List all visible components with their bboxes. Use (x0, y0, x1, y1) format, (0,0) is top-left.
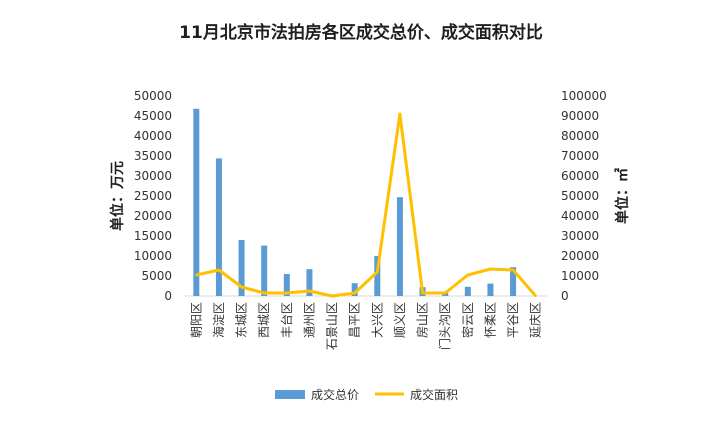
line-series (195, 112, 537, 298)
category-label: 顺义区 (393, 302, 407, 338)
left-tick-label: 50000 (134, 89, 172, 103)
category-label: 密云区 (460, 302, 475, 338)
category-label: 西城区 (257, 302, 271, 338)
line-point (195, 274, 198, 276)
line-point (489, 268, 492, 270)
line-point (308, 290, 311, 292)
bar (396, 197, 403, 296)
right-axis-label: 单位：㎡ (614, 168, 631, 224)
legend-label-line: 成交面积 (410, 387, 458, 402)
line-path (195, 112, 537, 298)
category-labels: 朝阳区 海淀区 东城区 西城区 丰台区 通州区 石景山区 昌平区 大兴区 顺义区 房山区 门头沟区 密云… (189, 302, 542, 350)
legend: 成交总价 成交面积 (275, 387, 458, 402)
line-point (466, 274, 469, 276)
left-tick-label: 45000 (134, 109, 172, 123)
category-label: 昌平区 (348, 302, 362, 338)
line-point (444, 292, 447, 294)
line-point (263, 292, 266, 294)
category-label: 延庆区 (529, 302, 543, 338)
right-tick-label: 0 (561, 289, 569, 303)
category-label: 石景山区 (325, 302, 339, 350)
line-point (512, 269, 515, 271)
bar (306, 269, 313, 296)
category-label: 平谷区 (506, 302, 520, 338)
category-label: 房山区 (415, 302, 430, 338)
line-point (421, 292, 424, 294)
right-tick-label: 60000 (561, 169, 599, 183)
bar-series (193, 108, 517, 296)
right-tick-label: 80000 (561, 129, 599, 143)
bar (510, 267, 517, 296)
left-tick-label: 15000 (134, 229, 172, 243)
left-tick-label: 40000 (134, 129, 172, 143)
right-axis-ticks: 0 10000 20000 30000 40000 50000 60000 70000 8000… (561, 89, 607, 303)
left-tick-label: 10000 (134, 249, 172, 263)
line-point (353, 292, 356, 294)
bar (238, 240, 245, 296)
bar (215, 158, 222, 296)
right-tick-label: 70000 (561, 149, 599, 163)
right-tick-label: 20000 (561, 249, 599, 263)
chart-title: 11月北京市法拍房各区成交总价、成交面积对比 (179, 22, 543, 43)
right-tick-label: 30000 (561, 229, 599, 243)
category-label: 怀柔区 (483, 302, 497, 338)
bar (487, 283, 494, 296)
category-label: 大兴区 (370, 302, 384, 338)
left-tick-label: 30000 (134, 169, 172, 183)
line-point (217, 269, 220, 271)
category-label: 通州区 (302, 302, 316, 338)
right-tick-label: 10000 (561, 269, 599, 283)
legend-swatch-bar (275, 390, 305, 399)
left-axis-label: 单位：万元 (109, 161, 126, 231)
line-point (534, 295, 537, 297)
category-label: 东城区 (235, 302, 249, 338)
category-label: 门头沟区 (437, 302, 452, 350)
left-tick-label: 25000 (134, 189, 172, 203)
bar (283, 274, 290, 296)
line-point (240, 286, 243, 288)
left-tick-label: 20000 (134, 209, 172, 223)
line-point (331, 295, 334, 297)
line-point (376, 271, 379, 273)
bar (374, 256, 381, 296)
category-label: 丰台区 (279, 302, 294, 338)
left-axis-ticks: 0 5000 10000 15000 20000 25000 30000 35000 40000… (134, 89, 172, 303)
bar (351, 283, 358, 296)
legend-label-bar: 成交总价 (311, 387, 359, 402)
left-tick-label: 35000 (134, 149, 172, 163)
right-tick-label: 100000 (561, 89, 607, 103)
left-tick-label: 5000 (141, 269, 172, 283)
category-label: 海淀区 (211, 302, 226, 338)
line-point (398, 113, 401, 115)
right-tick-label: 50000 (561, 189, 599, 203)
bar (464, 286, 471, 296)
category-label: 朝阳区 (189, 302, 203, 338)
bar (193, 108, 200, 296)
bar (261, 245, 268, 296)
line-point (285, 292, 288, 294)
right-tick-label: 40000 (561, 209, 599, 223)
right-tick-label: 90000 (561, 109, 599, 123)
left-tick-label: 0 (164, 289, 172, 303)
